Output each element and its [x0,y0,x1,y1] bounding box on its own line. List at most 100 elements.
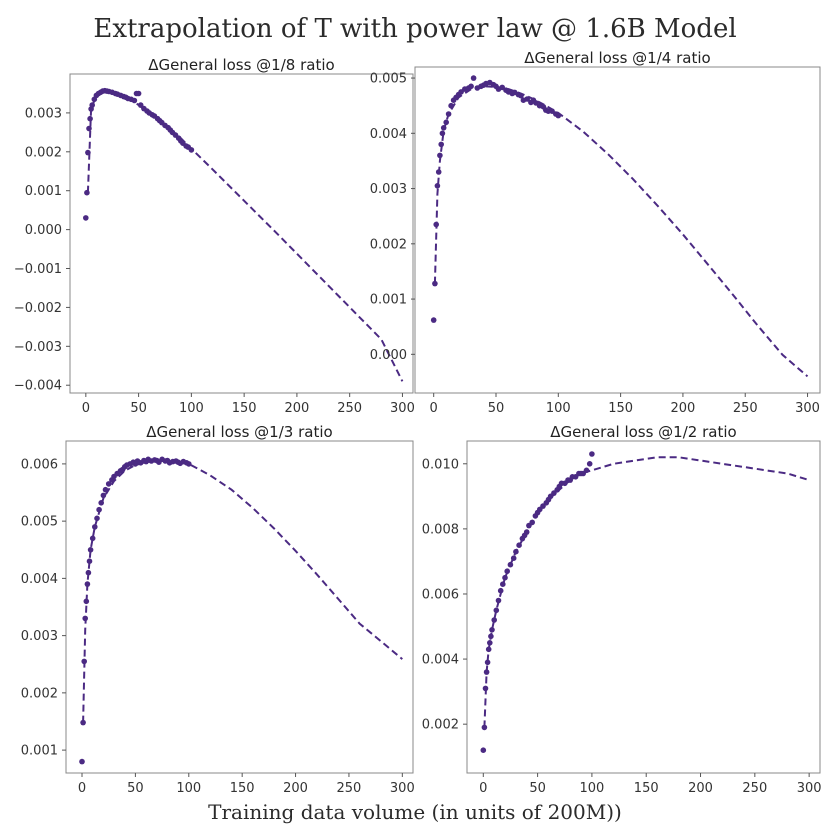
panel-1-2-ratio: ΔGeneral loss @1/2 ratio 0 50 100 150 200 250 3… [422,423,822,796]
data-point [437,152,443,159]
x-tick-label: 300 [795,401,820,416]
axes-frame [466,440,821,774]
x-tick-label: 50 [127,781,144,796]
y-tick-label: 0.001 [370,293,407,308]
data-point [188,147,195,153]
data-point [495,597,502,604]
data-point [513,548,519,555]
data-point [500,581,506,587]
y-tick-label: −0.003 [14,340,62,355]
data-point [480,747,487,753]
x-tick-label: 150 [230,781,255,796]
x-tick-label: 250 [742,781,767,796]
y-tick-label: 0.002 [422,718,459,733]
data-point [86,125,92,132]
data-point [98,500,104,506]
x-tick-label: 250 [733,401,758,416]
x-tick-label: 0 [82,401,90,416]
data-point [555,112,562,119]
x-tick-label: 300 [390,781,415,796]
axes-frame [69,73,414,394]
fit-curve-dashed [433,85,809,378]
data-point [105,481,112,487]
y-tick-label: 0.005 [370,72,407,87]
data-point [497,587,504,594]
panel-1-8-ratio: ΔGeneral loss @1/8 ratio 0 50 100 150 200 250 3… [14,56,415,416]
panel-1-3-ratio: ΔGeneral loss @1/3 ratio 0 50 100 150 200 250 3… [21,423,415,796]
data-point [493,607,500,614]
data-point [438,141,445,148]
data-point [491,617,498,623]
y-tick-label: 0.002 [21,686,58,701]
data-point [83,598,90,605]
y-tick-label: 0.005 [21,515,58,530]
x-tick-label: 0 [430,401,438,416]
x-tick-label: 150 [232,401,257,416]
data-point [84,581,91,587]
data-point [85,569,92,576]
y-tick-label: −0.001 [14,262,62,277]
y-tick-label: −0.004 [14,379,62,394]
y-tick-label: 0.000 [25,223,62,238]
data-point [510,555,517,561]
data-point [483,669,490,675]
y-tick-label: 0.003 [21,629,58,644]
data-point [100,492,107,499]
x-tick-label: 0 [78,781,86,796]
data-point [135,90,142,97]
y-tick-label: 0.004 [21,572,58,587]
y-tick-label: 0.003 [25,106,62,121]
data-point [516,542,522,548]
x-tick-label: 200 [283,781,308,796]
data-point [86,558,93,564]
data-point [529,519,535,526]
panel-title: ΔGeneral loss @1/4 ratio [524,49,710,67]
data-point [79,758,85,765]
data-point [440,125,447,131]
data-point [131,97,138,104]
data-point [583,467,590,474]
data-point [482,685,489,692]
x-tick-label: 250 [337,401,362,416]
data-point [481,724,488,731]
data-point [92,524,98,530]
data-point [84,189,90,196]
data-point [102,486,109,493]
data-point [468,83,474,90]
data-point [504,568,511,574]
data-point [470,75,477,81]
data-point [89,535,96,542]
y-tick-label: 0.001 [21,744,58,759]
data-point [80,719,86,726]
data-point [507,561,514,568]
panel-title: ΔGeneral loss @1/3 ratio [146,423,332,441]
x-tick-label: 50 [130,401,147,416]
y-tick-label: 0.006 [422,587,459,602]
data-point [489,627,495,633]
x-tick-label: 150 [634,781,659,796]
fit-curve-dashed [86,90,404,382]
x-tick-label: 250 [337,781,362,796]
x-tick-label: 100 [176,781,201,796]
data-point [432,280,438,287]
y-tick-label: 0.002 [25,145,62,160]
data-point [186,461,192,467]
data-point [443,119,450,126]
x-tick-label: 100 [579,781,604,796]
data-point [487,640,493,646]
data-point [586,461,593,467]
x-tick-label: 100 [179,401,204,416]
y-tick-label: 0.003 [370,182,407,197]
data-point [85,149,91,156]
data-point [87,115,93,122]
y-tick-label: 0.002 [370,237,407,252]
x-tick-label: 200 [671,401,696,416]
x-tick-label: 200 [688,781,713,796]
x-tick-label: 50 [488,401,505,416]
data-point [518,92,524,99]
x-tick-label: 50 [529,781,546,796]
data-point [96,506,102,513]
data-point [485,646,492,653]
data-point [524,96,530,102]
data-point [589,451,595,457]
